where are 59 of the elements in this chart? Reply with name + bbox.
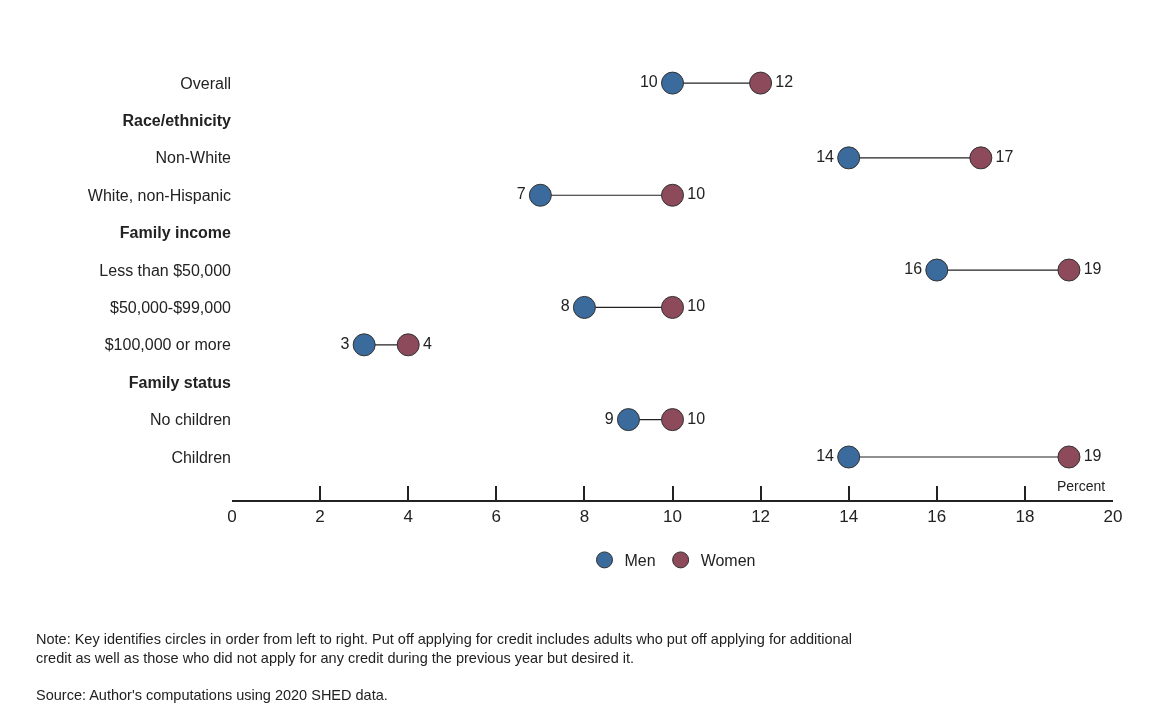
y-tick-label: White, non-Hispanic xyxy=(87,186,231,204)
data-label: 9 xyxy=(604,409,614,427)
data-label: 12 xyxy=(775,73,794,91)
data-label: 10 xyxy=(687,409,706,427)
data-label: 14 xyxy=(816,447,835,464)
point xyxy=(969,146,993,170)
source-note: Source: Author's computations using 2020 SHED data. xyxy=(36,687,388,703)
x-tick-label: 6 xyxy=(491,507,502,527)
data-label: 14 xyxy=(816,147,835,165)
x-tick-label: 4 xyxy=(403,507,413,527)
y-tick-label: $50,000-$99,000 xyxy=(110,299,232,317)
point xyxy=(749,71,773,95)
data-label: 17 xyxy=(995,147,1014,165)
data-label: 8 xyxy=(560,297,570,315)
y-tick-label: Family income xyxy=(119,224,232,242)
x-tick-label: 8 xyxy=(579,507,590,527)
data-label: 10 xyxy=(687,185,706,203)
data-label: 3 xyxy=(340,334,350,352)
data-label: 10 xyxy=(687,297,706,315)
point xyxy=(396,333,420,357)
point xyxy=(661,71,684,95)
data-label: 16 xyxy=(904,260,923,278)
point xyxy=(837,146,861,170)
y-tick-label: $100,000 or more xyxy=(104,336,232,354)
point xyxy=(352,333,376,357)
point xyxy=(661,408,684,432)
legend-label: Men xyxy=(624,552,656,570)
x-tick-label: 16 xyxy=(927,507,947,527)
x-tick-label: 2 xyxy=(315,507,325,527)
x-axis-title: Percent xyxy=(1057,478,1106,494)
x-tick-label: 14 xyxy=(839,507,859,527)
point xyxy=(616,408,640,432)
legend-label: Women xyxy=(700,552,756,570)
y-tick-label: Children xyxy=(171,448,231,466)
point xyxy=(572,295,596,319)
x-tick-label: 0 xyxy=(227,507,237,527)
x-tick-label: 18 xyxy=(1015,507,1035,527)
y-tick-label: Non-White xyxy=(155,149,232,167)
y-tick-label: Less than $50,000 xyxy=(99,261,232,279)
point xyxy=(1057,445,1081,469)
text: Note: Key identifies circles in order from left to right. Put off applying for credit includes adults who put off applying for additional credit as well as those who did not apply for any credit during the previous year but desired it. xyxy=(36,631,852,666)
point xyxy=(528,183,552,207)
data-label: 19 xyxy=(1083,447,1102,464)
x-tick-label: 10 xyxy=(663,507,682,527)
point xyxy=(837,445,861,469)
y-tick-label: Race/ethnicity xyxy=(122,112,232,130)
data-label: 4 xyxy=(422,334,432,352)
data-label: 19 xyxy=(1083,260,1102,278)
x-tick-label: 20 xyxy=(1103,507,1123,527)
point xyxy=(661,183,684,207)
point xyxy=(1057,258,1081,282)
y-tick-label: Overall xyxy=(180,74,231,92)
x-tick-label: 12 xyxy=(751,507,771,527)
data-label: 10 xyxy=(639,73,658,91)
point xyxy=(661,295,684,319)
point xyxy=(925,258,949,282)
y-tick-label: No children xyxy=(150,411,231,429)
data-label: 7 xyxy=(516,185,526,203)
y-tick-label: Family status xyxy=(128,373,232,391)
